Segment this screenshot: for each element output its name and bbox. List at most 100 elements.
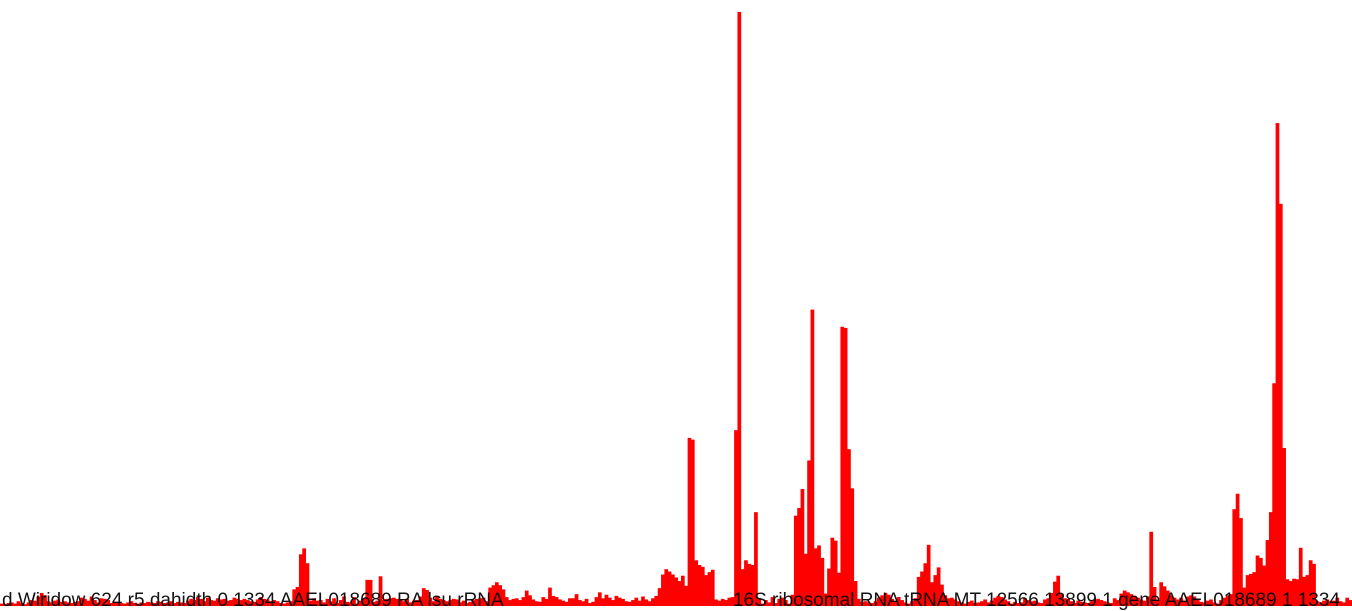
bar: [1076, 600, 1081, 606]
bar: [365, 579, 370, 606]
bar: [886, 594, 891, 606]
bar: [680, 575, 685, 606]
bar: [700, 566, 705, 606]
bar: [963, 603, 968, 606]
bar: [767, 602, 772, 606]
bar: [1072, 603, 1077, 606]
bar: [461, 600, 466, 606]
bar: [594, 597, 599, 606]
bar: [275, 601, 280, 606]
bar: [179, 602, 184, 606]
bar: [176, 601, 180, 606]
bar: [421, 588, 426, 606]
bar: [913, 598, 918, 606]
bar: [863, 601, 868, 606]
bar: [328, 601, 333, 606]
bar: [1278, 203, 1283, 607]
bar: [9, 602, 14, 606]
bar: [348, 602, 353, 606]
bar: [408, 602, 413, 606]
bar: [966, 601, 971, 606]
bar: [933, 575, 938, 606]
bar: [551, 595, 556, 606]
bar: [345, 601, 350, 606]
bar: [1182, 600, 1187, 606]
bar: [1036, 602, 1041, 606]
bar: [983, 599, 987, 606]
bar: [870, 603, 875, 606]
bar: [36, 596, 41, 606]
bar: [667, 571, 672, 606]
bar: [800, 488, 805, 606]
bar: [438, 598, 443, 606]
bar: [1179, 597, 1183, 606]
bar: [677, 581, 682, 606]
bar: [372, 601, 376, 606]
bar: [102, 598, 107, 606]
bar: [903, 602, 908, 606]
bar: [558, 599, 562, 606]
bar: [621, 598, 625, 606]
bar: [338, 600, 343, 606]
bar: [581, 601, 586, 606]
bar: [455, 599, 459, 606]
bar: [1332, 600, 1336, 606]
bar: [1258, 557, 1263, 606]
bar: [750, 565, 755, 606]
bar: [661, 574, 665, 606]
bar: [1209, 599, 1213, 606]
bar: [647, 601, 652, 606]
bar: [820, 557, 825, 606]
bar: [159, 601, 164, 606]
bar: [29, 600, 34, 606]
bar: [827, 568, 831, 606]
bar: [468, 601, 473, 606]
bar: [491, 585, 496, 606]
bar: [202, 601, 207, 606]
bar: [388, 598, 393, 606]
bar: [508, 600, 512, 606]
bar: [730, 597, 735, 606]
bar: [803, 553, 808, 606]
bar: [239, 600, 243, 606]
bar: [720, 598, 725, 606]
bar: [199, 598, 204, 606]
bar: [548, 587, 552, 606]
bar: [342, 596, 346, 606]
bar: [976, 602, 981, 606]
bar: [627, 601, 632, 606]
bar: [853, 581, 858, 606]
bar: [382, 600, 386, 606]
bar: [740, 569, 745, 606]
bar: [195, 597, 200, 606]
bar: [405, 598, 409, 606]
bar: [717, 600, 722, 606]
bar: [1202, 602, 1207, 606]
bar: [63, 601, 67, 606]
bar: [308, 600, 313, 606]
bar: [1175, 599, 1180, 606]
bar: [774, 603, 778, 606]
bar: [96, 602, 101, 606]
bar: [528, 595, 532, 606]
bar: [601, 598, 605, 606]
bar: [923, 563, 928, 606]
bar: [747, 563, 752, 606]
bar: [391, 597, 396, 606]
bar: [192, 600, 197, 606]
bar: [484, 601, 489, 606]
bar: [325, 598, 330, 606]
bar: [1092, 600, 1097, 606]
bar: [644, 599, 649, 606]
bar: [1029, 601, 1034, 606]
bar: [534, 601, 539, 606]
bar: [953, 599, 958, 606]
bar: [1318, 602, 1323, 606]
bar: [634, 597, 639, 606]
bar: [142, 603, 147, 606]
bar: [1056, 575, 1061, 606]
bar: [112, 601, 117, 606]
bar: [1229, 594, 1233, 606]
bar: [707, 572, 712, 606]
